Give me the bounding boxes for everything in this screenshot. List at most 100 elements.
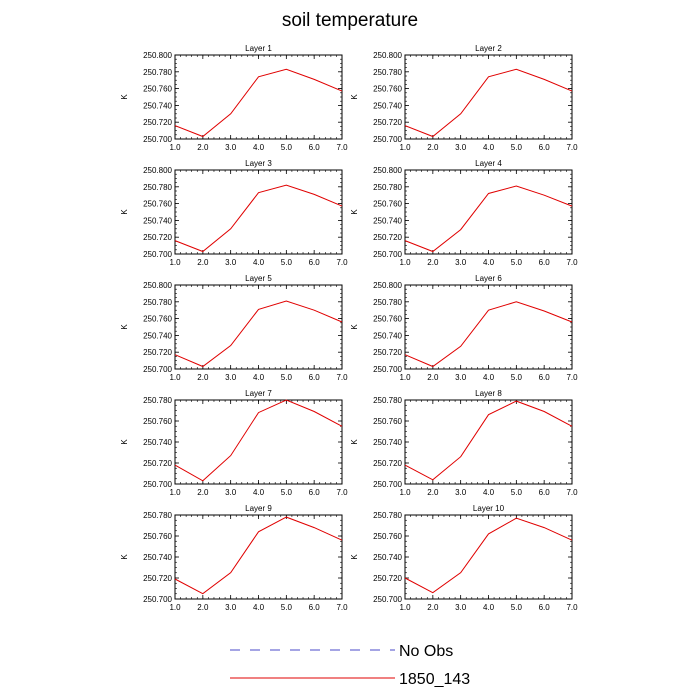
y-tick-label: 250.700 — [143, 250, 172, 259]
x-tick-label: 3.0 — [455, 373, 467, 382]
panel-title: Layer 3 — [245, 159, 272, 168]
y-tick-label: 250.800 — [373, 281, 402, 290]
x-tick-label: 6.0 — [309, 258, 321, 267]
y-tick-label: 250.760 — [143, 85, 172, 94]
x-tick-label: 1.0 — [399, 373, 411, 382]
x-tick-label: 4.0 — [483, 143, 495, 152]
legend-label: No Obs — [399, 643, 453, 660]
series-line-1850_143 — [174, 68, 343, 138]
y-tick-label: 250.700 — [373, 250, 402, 259]
x-tick-label: 7.0 — [336, 373, 348, 382]
x-tick-label: 1.0 — [399, 488, 411, 497]
y-tick-label: 250.740 — [373, 331, 402, 340]
x-tick-label: 2.0 — [197, 488, 209, 497]
x-tick-label: 6.0 — [539, 603, 551, 612]
y-tick-label: 250.760 — [143, 417, 172, 426]
y-tick-label: 250.760 — [373, 417, 402, 426]
y-tick-label: 250.760 — [143, 532, 172, 541]
x-tick-label: 1.0 — [169, 143, 181, 152]
x-tick-label: 4.0 — [253, 603, 265, 612]
y-tick-label: 250.760 — [143, 200, 172, 209]
plot-frame — [404, 514, 573, 600]
panel-layer-1: Layer 1 1.0 2.0 3.0 4.0 5.0 6.0 7.0 250.700 250.7… — [120, 44, 348, 152]
y-tick-label: 250.800 — [373, 166, 402, 175]
y-axis-label: K — [350, 209, 359, 215]
x-tick-label: 5.0 — [281, 373, 293, 382]
y-tick-label: 250.700 — [373, 365, 402, 374]
panel-layer-7: Layer 7 1.0 2.0 3.0 4.0 5.0 6.0 7.0 250.700 250.7… — [120, 389, 348, 497]
x-tick-label: 7.0 — [566, 488, 578, 497]
x-tick-label: 5.0 — [281, 488, 293, 497]
y-tick-label: 250.800 — [143, 281, 172, 290]
legend: No Obs 1850_143 — [230, 643, 470, 688]
x-tick-label: 5.0 — [281, 143, 293, 152]
y-tick-label: 250.760 — [373, 200, 402, 209]
x-tick-label: 7.0 — [336, 488, 348, 497]
x-tick-label: 4.0 — [483, 258, 495, 267]
x-tick-label: 6.0 — [309, 373, 321, 382]
y-tick-label: 250.800 — [373, 51, 402, 60]
x-tick-label: 7.0 — [336, 603, 348, 612]
panel-layer-8: Layer 8 1.0 2.0 3.0 4.0 5.0 6.0 7.0 250.700 250.7… — [350, 389, 578, 497]
y-axis-label: K — [120, 439, 129, 445]
x-tick-label: 5.0 — [281, 258, 293, 267]
x-tick-label: 7.0 — [566, 258, 578, 267]
x-tick-label: 1.0 — [169, 373, 181, 382]
panel-title: Layer 10 — [473, 504, 505, 513]
plot-frame — [174, 54, 343, 140]
plot-frame — [174, 284, 343, 370]
y-tick-label: 250.740 — [143, 331, 172, 340]
y-tick-label: 250.740 — [143, 216, 172, 225]
x-tick-label: 6.0 — [539, 373, 551, 382]
y-tick-label: 250.760 — [373, 315, 402, 324]
series-line-1850_143 — [174, 399, 343, 482]
panel-layer-6: Layer 6 1.0 2.0 3.0 4.0 5.0 6.0 7.0 250.700 250.7… — [350, 274, 578, 382]
x-tick-label: 4.0 — [253, 258, 265, 267]
y-tick-label: 250.720 — [373, 574, 402, 583]
plot-frame — [404, 54, 573, 140]
x-tick-label: 5.0 — [281, 603, 293, 612]
y-tick-label: 250.760 — [143, 315, 172, 324]
y-axis-label: K — [350, 439, 359, 445]
x-tick-label: 1.0 — [399, 603, 411, 612]
x-tick-label: 6.0 — [539, 258, 551, 267]
x-tick-label: 2.0 — [427, 603, 439, 612]
x-tick-label: 1.0 — [169, 258, 181, 267]
y-tick-label: 250.780 — [143, 396, 172, 405]
page-title: soil temperature — [281, 10, 419, 31]
x-tick-label: 4.0 — [483, 603, 495, 612]
x-tick-label: 2.0 — [197, 143, 209, 152]
x-tick-label: 3.0 — [225, 143, 237, 152]
x-tick-label: 2.0 — [197, 258, 209, 267]
y-tick-label: 250.760 — [373, 85, 402, 94]
panel-layer-9: Layer 9 1.0 2.0 3.0 4.0 5.0 6.0 7.0 250.700 250.7… — [120, 504, 348, 612]
panel-layer-2: Layer 2 1.0 2.0 3.0 4.0 5.0 6.0 7.0 250.700 250.7… — [350, 44, 578, 152]
y-tick-label: 250.740 — [373, 101, 402, 110]
panel-title: Layer 7 — [245, 389, 272, 398]
x-tick-label: 4.0 — [483, 373, 495, 382]
y-tick-label: 250.800 — [143, 51, 172, 60]
y-tick-label: 250.700 — [373, 595, 402, 604]
series-line-1850_143 — [174, 516, 343, 595]
x-tick-label: 2.0 — [427, 488, 439, 497]
x-tick-label: 5.0 — [511, 373, 523, 382]
y-tick-label: 250.780 — [373, 396, 402, 405]
series-line-1850_143 — [174, 184, 343, 253]
y-tick-label: 250.780 — [373, 298, 402, 307]
plot-frame — [174, 169, 343, 255]
y-tick-label: 250.780 — [373, 68, 402, 77]
y-tick-label: 250.700 — [373, 480, 402, 489]
y-axis-label: K — [350, 324, 359, 330]
series-line-1850_143 — [174, 300, 343, 368]
series-line-1850_143 — [404, 185, 573, 253]
y-tick-label: 250.780 — [373, 183, 402, 192]
x-tick-label: 7.0 — [566, 373, 578, 382]
x-tick-label: 6.0 — [309, 143, 321, 152]
panel-title: Layer 5 — [245, 274, 272, 283]
plot-frame — [404, 284, 573, 370]
x-tick-label: 3.0 — [225, 603, 237, 612]
panel-title: Layer 8 — [475, 389, 502, 398]
x-tick-label: 7.0 — [566, 603, 578, 612]
panel-title: Layer 6 — [475, 274, 502, 283]
